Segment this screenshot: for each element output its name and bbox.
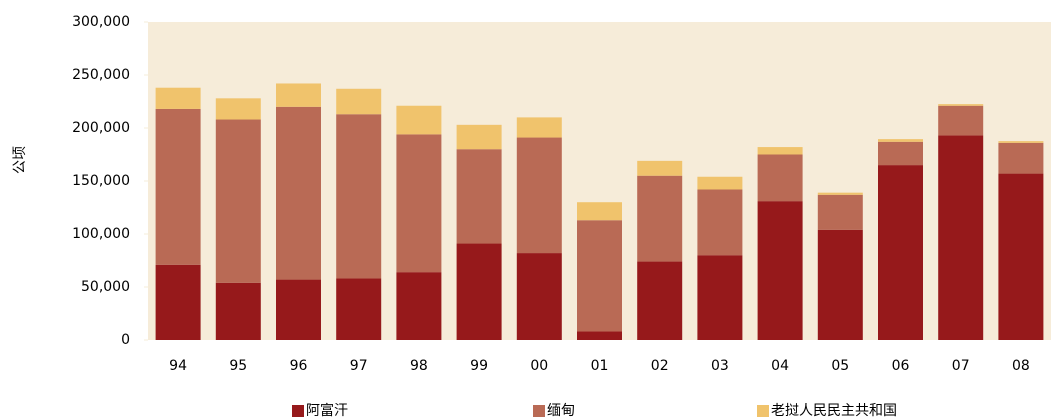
x-tick-label: 00 — [530, 358, 548, 374]
bar-segment — [276, 279, 321, 340]
x-tick-label: 03 — [711, 358, 729, 374]
bar-segment — [637, 160, 683, 176]
bar-segment — [878, 139, 923, 142]
y-tick-label: 200,000 — [72, 120, 130, 136]
bar-segment — [215, 282, 261, 340]
bar-segment — [516, 253, 562, 340]
bar-segment — [215, 119, 261, 283]
x-tick-label: 97 — [350, 358, 368, 374]
bar-segment — [697, 189, 743, 256]
bar-segment — [998, 142, 1044, 174]
bar-segment — [336, 88, 382, 115]
y-tick-label: 250,000 — [72, 67, 130, 83]
x-tick-label: 01 — [591, 358, 609, 374]
x-tick-label: 08 — [1012, 358, 1030, 374]
x-tick-label: 98 — [410, 358, 428, 374]
legend-swatch — [757, 405, 769, 417]
x-tick-label: 04 — [771, 358, 789, 374]
bar-segment — [155, 264, 201, 340]
bar-segment — [878, 165, 923, 340]
bar-segment — [817, 229, 863, 340]
bar-segment — [276, 83, 321, 107]
bar-segment — [637, 175, 683, 262]
bar-segment — [998, 141, 1044, 143]
bar-segment — [697, 255, 743, 340]
y-tick-label: 100,000 — [72, 226, 130, 242]
x-tick-label: 95 — [229, 358, 247, 374]
bar-segment — [456, 124, 502, 150]
x-tick-label: 99 — [470, 358, 488, 374]
bar-segment — [757, 201, 803, 340]
x-tick-label: 06 — [892, 358, 910, 374]
bar-segment — [577, 220, 622, 332]
legend-label: 缅甸 — [547, 403, 575, 419]
bar-segment — [637, 261, 683, 340]
bar-segment — [396, 272, 442, 340]
bar-segment — [516, 137, 562, 254]
x-tick-label: 07 — [952, 358, 970, 374]
bar-segment — [938, 105, 984, 136]
x-tick-label: 96 — [290, 358, 308, 374]
x-tick-label: 94 — [169, 358, 187, 374]
bar-segment — [757, 154, 803, 202]
bar-segment — [396, 105, 442, 135]
bar-segment — [817, 192, 863, 195]
y-tick-label: 0 — [121, 332, 130, 348]
bar-segment — [938, 135, 984, 340]
bar-segment — [817, 194, 863, 230]
y-tick-label: 50,000 — [81, 279, 130, 295]
bar-segment — [998, 173, 1044, 340]
bar-segment — [336, 278, 382, 340]
y-axis-label: 公顷 — [12, 146, 28, 174]
legend-label: 老挝人民民主共和国 — [771, 403, 897, 419]
bar-segment — [697, 176, 743, 190]
bar-segment — [456, 243, 502, 340]
legend-label: 阿富汗 — [306, 402, 348, 419]
bar-segment — [938, 104, 984, 106]
y-tick-label: 150,000 — [72, 173, 130, 189]
y-tick-label: 300,000 — [72, 14, 130, 30]
legend-swatch — [533, 405, 545, 417]
x-tick-label: 05 — [831, 358, 849, 374]
bar-segment — [215, 98, 261, 120]
bar-segment — [336, 114, 382, 279]
bar-segment — [516, 117, 562, 138]
bar-segment — [456, 149, 502, 244]
bar-segment — [878, 141, 923, 166]
bar-segment — [577, 202, 622, 221]
bar-segment — [276, 106, 321, 280]
x-tick-label: 02 — [651, 358, 669, 374]
bar-segment — [155, 108, 201, 265]
bar-segment — [757, 147, 803, 155]
bar-segment — [155, 87, 201, 109]
bar-segment — [577, 331, 622, 340]
legend-swatch — [292, 405, 304, 417]
bar-segment — [396, 134, 442, 273]
